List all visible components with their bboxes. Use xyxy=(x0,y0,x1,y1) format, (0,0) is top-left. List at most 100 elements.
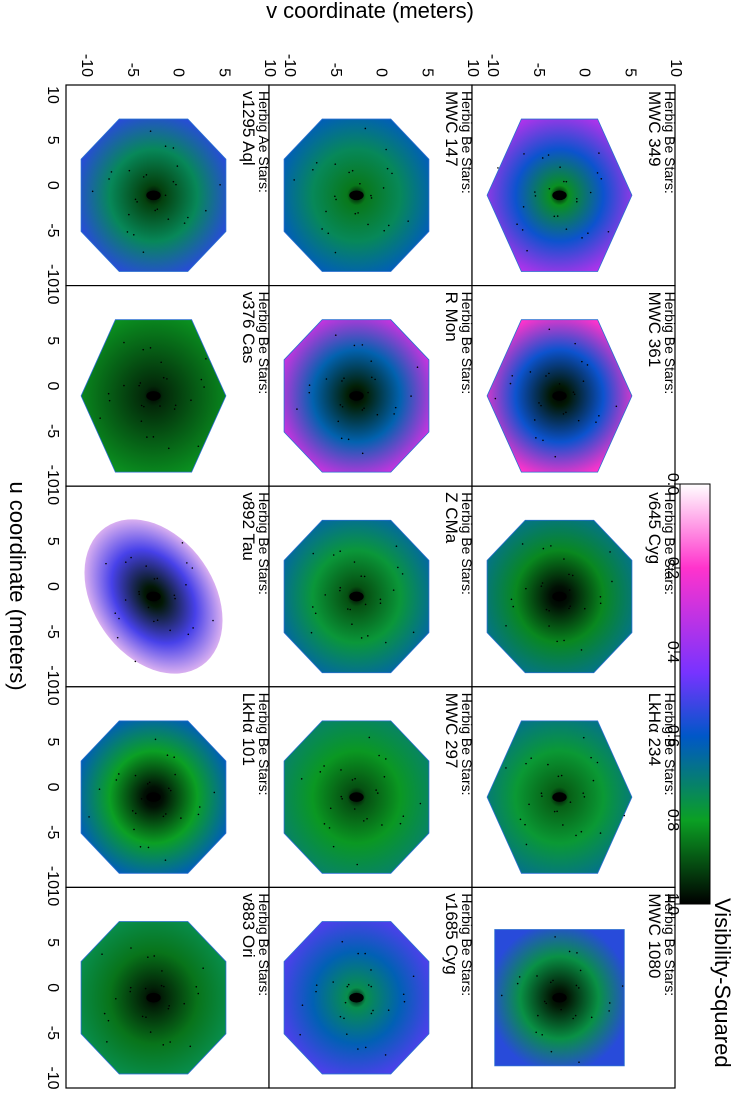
uv-sample-dot xyxy=(332,981,334,983)
panel-13: Herbig Be Stars:v645 Cyg xyxy=(471,485,678,688)
uv-sample-dot xyxy=(91,190,94,193)
v-tick-label: 0 xyxy=(373,68,390,77)
uv-sample-dot xyxy=(328,827,331,829)
uv-sample-dot xyxy=(535,437,537,439)
uv-sample-dot xyxy=(146,436,148,438)
uv-sample-dot xyxy=(219,184,221,186)
uv-sample-dot xyxy=(124,599,127,601)
uv-sample-dot xyxy=(595,421,597,423)
uv-sample-dot xyxy=(159,405,161,407)
uv-sample-dot xyxy=(370,985,373,988)
uv-sample-dot xyxy=(596,172,599,174)
uv-sample-dot xyxy=(399,822,402,825)
uv-sample-dot xyxy=(611,580,613,583)
uv-sample-dot xyxy=(528,803,530,806)
uv-sample-dot xyxy=(596,761,599,764)
uv-sample-dot xyxy=(522,206,525,208)
panel-label-star: v1685 Cyg xyxy=(442,893,461,974)
uv-sample-dot xyxy=(160,984,163,987)
uv-sample-dot xyxy=(545,608,548,611)
uv-sample-dot xyxy=(107,392,110,395)
uv-sample-dot xyxy=(126,231,129,233)
uv-sample-dot xyxy=(130,556,132,559)
uv-sample-dot xyxy=(142,251,145,253)
uv-sample-dot xyxy=(314,612,317,615)
uv-sample-dot xyxy=(173,408,176,410)
uv-sample-dot xyxy=(183,222,186,224)
uv-sample-dot xyxy=(366,817,368,820)
u-tick-label: 10 xyxy=(44,487,61,505)
uv-sample-dot xyxy=(387,1009,390,1011)
uv-sample-dot xyxy=(568,950,571,953)
uv-sample-dot xyxy=(149,347,152,349)
uv-sample-dot xyxy=(340,795,343,798)
u-tick-label: 10 xyxy=(44,889,61,907)
uv-sample-dot xyxy=(383,229,385,232)
uv-sample-dot xyxy=(156,619,159,622)
uv-sample-dot xyxy=(374,378,376,381)
uv-sample-dot xyxy=(542,547,545,550)
uv-sample-dot xyxy=(562,824,564,826)
uv-sample-dot xyxy=(175,183,177,186)
u-tick-label: -5 xyxy=(44,1026,61,1040)
u-tick-label: -10 xyxy=(44,264,61,287)
uv-sample-dot xyxy=(153,578,156,580)
uv-sample-dot xyxy=(174,773,176,776)
panel-label-type: Herbig Be Stars: xyxy=(662,91,678,194)
uv-sample-dot xyxy=(308,391,311,394)
v-tick-label: 10 xyxy=(464,59,481,77)
panel-10: Herbig Be Stars:v1685 Cyg xyxy=(268,886,475,1089)
panel-3: Herbig Be Stars:v892 Tau xyxy=(65,485,272,688)
uv-sample-dot xyxy=(349,608,352,611)
u-tick-label: -10 xyxy=(44,866,61,889)
v-tick-label: -10 xyxy=(484,54,501,77)
uv-sample-dot xyxy=(556,640,558,643)
uv-sample-dot xyxy=(181,542,184,544)
panel-label-star: MWC 349 xyxy=(645,91,664,167)
uv-sample-dot xyxy=(384,1054,387,1056)
uv-sample-dot xyxy=(557,775,560,778)
uv-sample-dot xyxy=(147,956,149,958)
uv-sample-dot xyxy=(332,845,335,848)
uv-sample-dot xyxy=(353,561,356,563)
uv-sample-dot xyxy=(402,993,405,996)
uv-sample-dot xyxy=(540,404,542,407)
uv-sample-dot xyxy=(334,195,336,198)
uv-sample-dot xyxy=(615,405,618,408)
uv-sample-dot xyxy=(166,754,169,757)
uv-sample-dot xyxy=(105,562,107,565)
uv-sample-dot xyxy=(505,767,507,769)
uv-sample-dot xyxy=(145,565,147,567)
uv-sample-dot xyxy=(412,975,415,978)
visibility-core xyxy=(146,792,161,802)
uv-sample-dot xyxy=(497,167,499,169)
uv-sample-dot xyxy=(339,586,342,589)
uv-sample-dot xyxy=(176,165,179,167)
uv-sample-dot xyxy=(559,166,561,169)
panel-label-type: Herbig Be Stars: xyxy=(662,292,678,395)
uv-sample-dot xyxy=(351,779,354,781)
uv-sample-dot xyxy=(329,807,332,810)
visibility-core xyxy=(552,992,567,1003)
uv-sample-dot xyxy=(339,589,341,592)
u-tick-label: 0 xyxy=(44,582,61,591)
uv-sample-dot xyxy=(623,814,626,817)
uv-sample-dot xyxy=(521,229,524,231)
uv-sample-dot xyxy=(556,810,558,813)
uv-sample-dot xyxy=(541,157,544,159)
uv-sample-dot xyxy=(139,845,142,848)
visibility-core xyxy=(146,190,161,201)
uv-sample-dot xyxy=(556,215,559,217)
panel-label-type: Herbig Be Stars: xyxy=(662,492,678,595)
uv-sample-dot xyxy=(315,162,318,164)
uv-sample-dot xyxy=(164,813,167,815)
uv-sample-dot xyxy=(553,215,556,218)
uv-sample-dot xyxy=(357,212,359,214)
uv-sample-dot xyxy=(590,1016,593,1019)
uv-sample-dot xyxy=(339,404,342,406)
uv-sample-dot xyxy=(540,585,543,588)
uv-sample-dot xyxy=(598,414,600,417)
uv-sample-dot xyxy=(500,994,503,997)
uv-sample-dot xyxy=(568,573,570,576)
